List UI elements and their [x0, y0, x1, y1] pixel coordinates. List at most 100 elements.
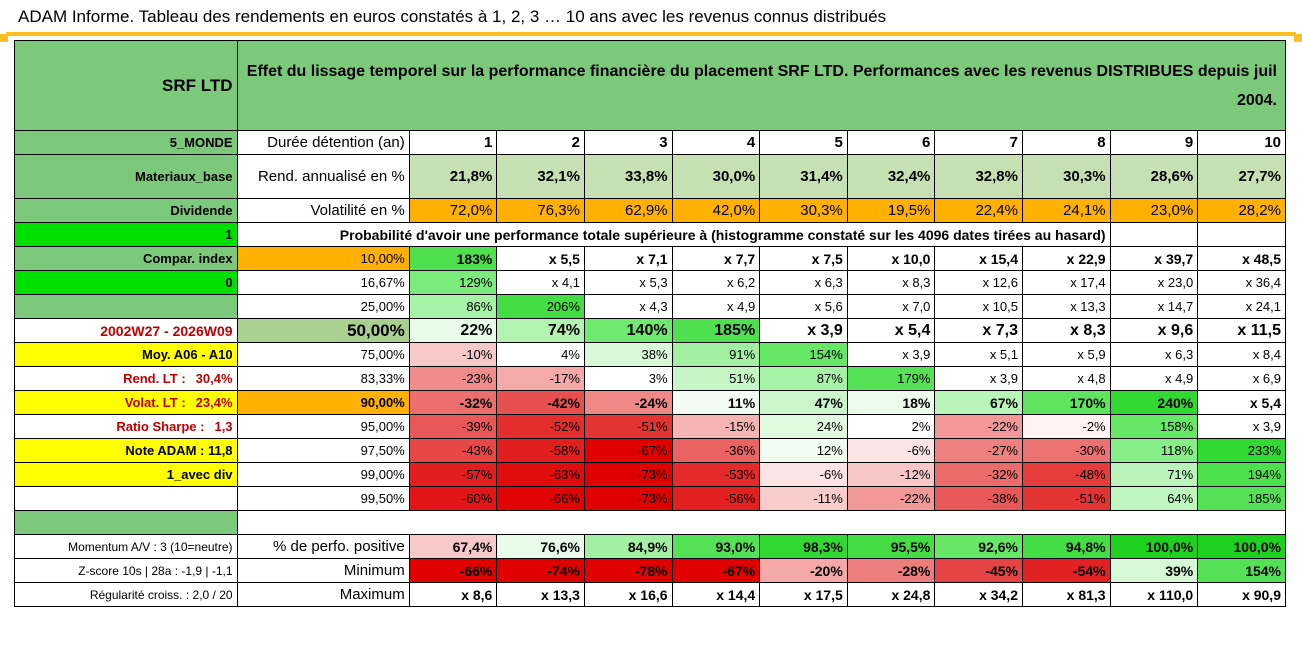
quantile-cell: -10%: [408, 342, 498, 367]
quantile-row: Compar. index 10,00% 183% x 5,5 x 7,1 x 7,7 x …: [14, 246, 1286, 271]
regularite-label: Régularité croiss. : 2,0 / 20: [14, 582, 238, 607]
compar-label: Compar. index: [14, 246, 238, 271]
empty-cell: [1197, 222, 1286, 247]
corner-mark-right: [1294, 34, 1302, 42]
quantile-cell: -32%: [934, 462, 1023, 487]
quantile-cell: -51%: [583, 414, 673, 439]
quantile-cell: -39%: [408, 414, 498, 439]
quantile-label: 83,33%: [236, 366, 410, 391]
quantile-label: 99,50%: [236, 486, 410, 511]
summary-row: Z-score 10s | 28a : -1,9 | -1,1 Minimum -6…: [14, 558, 1286, 583]
rend-cell: 32,8%: [934, 154, 1023, 199]
gap-row: [14, 510, 1287, 535]
quantile-cell: x 4,3: [583, 294, 673, 319]
summary-cell: 93,0%: [671, 534, 761, 559]
year-cell: 5: [759, 130, 848, 155]
summary-cell: -66%: [408, 558, 498, 583]
quantile-cell: -63%: [496, 462, 585, 487]
vol-cell: 23,0%: [1109, 198, 1199, 223]
quantile-cell: x 7,0: [846, 294, 936, 319]
quantile-cell: x 3,9: [1197, 414, 1286, 439]
quantile-label: 97,50%: [236, 438, 410, 463]
summary-cell: -20%: [759, 558, 848, 583]
region-label: 5_MONDE: [14, 130, 238, 155]
quantile-cell: 87%: [759, 366, 848, 391]
years-row: 5_MONDE Durée détention (an) 1 2 3 4 5 6 7 8 9 10: [14, 130, 1286, 155]
quantile-label: 95,00%: [236, 414, 410, 439]
quantile-row: 1_avec div 99,00% -57% -63% -73% -53% -6% -12% -…: [14, 462, 1286, 487]
summary-cell: -54%: [1022, 558, 1111, 583]
quantile-cell: x 23,0: [1109, 270, 1199, 295]
vol-cell: 72,0%: [408, 198, 498, 223]
quantile-cell: -2%: [1022, 414, 1111, 439]
vol-cell: 19,5%: [846, 198, 936, 223]
quantile-cell: 179%: [846, 366, 936, 391]
quantile-cell: 183%: [408, 246, 498, 271]
summary-cell: -74%: [496, 558, 585, 583]
quantile-label: 99,00%: [236, 462, 410, 487]
summary-label: Minimum: [236, 558, 410, 583]
quantile-cell: 194%: [1197, 462, 1286, 487]
quantile-cell: -48%: [1022, 462, 1111, 487]
quantile-cell: 18%: [846, 390, 936, 415]
year-cell: 6: [846, 130, 936, 155]
quantile-cell: 24%: [759, 414, 848, 439]
quantile-cell: 47%: [759, 390, 848, 415]
header-row: SRF LTD Effet du lissage temporel sur la…: [14, 40, 1287, 131]
quantile-cell: x 7,3: [934, 318, 1023, 343]
summary-cell: 67,4%: [408, 534, 498, 559]
empty-side: [14, 486, 238, 511]
quantile-cell: 4%: [496, 342, 585, 367]
quantile-cell: 170%: [1022, 390, 1111, 415]
quantile-cell: x 3,9: [934, 366, 1023, 391]
quantile-row: 2002W27 - 2026W09 50,00% 22% 74% 140% 185% x 3…: [14, 318, 1286, 343]
rend-lt-value: 30,4%: [195, 370, 233, 386]
quantile-cell: -11%: [759, 486, 848, 511]
quantile-cell: -22%: [846, 486, 936, 511]
volat-lt: Volat. LT : 23,4%: [14, 390, 238, 415]
quantile-cell: x 5,5: [496, 246, 585, 271]
summary-row: Régularité croiss. : 2,0 / 20 Maximum x 8,…: [14, 582, 1286, 607]
summary-cell: x 17,5: [759, 582, 848, 607]
vol-cell: 28,2%: [1197, 198, 1286, 223]
quantile-cell: 86%: [408, 294, 498, 319]
quantile-cell: x 7,7: [671, 246, 761, 271]
rend-lt: Rend. LT : 30,4%: [14, 366, 238, 391]
summary-cell: x 110,0: [1109, 582, 1199, 607]
quantile-cell: x 7,1: [583, 246, 673, 271]
summary-cell: 154%: [1197, 558, 1286, 583]
quantile-cell: x 4,1: [496, 270, 585, 295]
quantile-cell: 185%: [671, 318, 761, 343]
vol-row: Dividende Volatilité en % 72,0% 76,3% 62,9…: [14, 198, 1286, 223]
proba-label: Probabilité d'avoir une performance tota…: [236, 222, 1111, 247]
summary-cell: x 14,4: [671, 582, 761, 607]
quantile-cell: -42%: [496, 390, 585, 415]
quantile-label: 16,67%: [236, 270, 410, 295]
empty-side: [14, 294, 238, 319]
quantile-cell: x 3,9: [846, 342, 936, 367]
rend-cell: 31,4%: [759, 154, 848, 199]
quantile-cell: 3%: [583, 366, 673, 391]
quantile-cell: 158%: [1109, 414, 1199, 439]
quantile-cell: x 5,4: [1197, 390, 1286, 415]
summary-cell: x 90,9: [1197, 582, 1286, 607]
quantile-cell: x 17,4: [1022, 270, 1111, 295]
year-cell: 8: [1022, 130, 1111, 155]
fund-name: SRF LTD: [14, 40, 238, 131]
gap-cell: [14, 510, 238, 535]
quantile-cell: -73%: [583, 486, 673, 511]
quantile-cell: x 9,6: [1109, 318, 1199, 343]
dividend-label: Dividende: [14, 198, 238, 223]
summary-cell: 84,9%: [583, 534, 673, 559]
quantile-cell: x 6,3: [1109, 342, 1199, 367]
quantile-cell: x 5,4: [846, 318, 936, 343]
gap-cell: [236, 510, 1287, 535]
quantile-cell: x 4,9: [1109, 366, 1199, 391]
rend-cell: 28,6%: [1109, 154, 1199, 199]
title-rule: [6, 32, 1296, 36]
quantile-cell: -66%: [496, 486, 585, 511]
summary-cell: 98,3%: [759, 534, 848, 559]
quantile-cell: -23%: [408, 366, 498, 391]
rend-row: Materiaux_base Rend. annualisé en % 21,8…: [14, 154, 1286, 199]
vol-cell: 24,1%: [1022, 198, 1111, 223]
